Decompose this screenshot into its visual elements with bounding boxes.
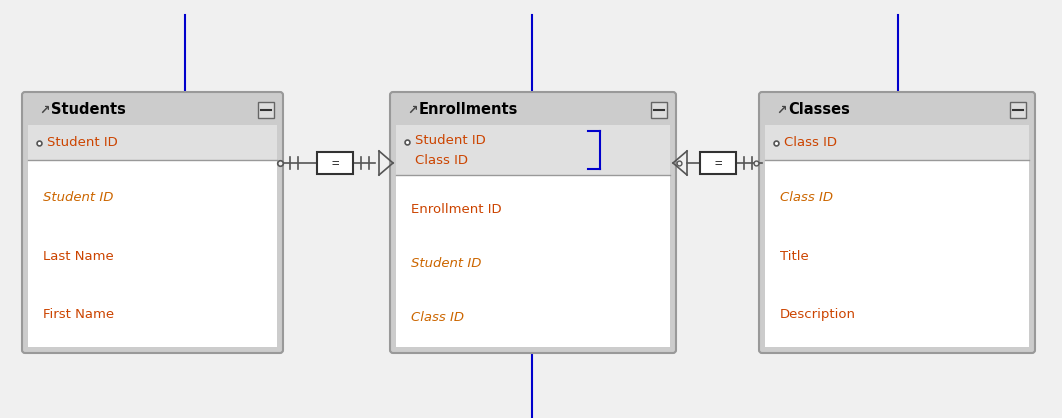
FancyBboxPatch shape xyxy=(22,92,282,353)
Text: Class ID: Class ID xyxy=(411,311,464,324)
Text: Student ID: Student ID xyxy=(411,257,481,270)
Text: Classes: Classes xyxy=(788,102,850,117)
Text: Title: Title xyxy=(780,250,809,263)
Text: Enrollments: Enrollments xyxy=(419,102,518,117)
Text: ↗: ↗ xyxy=(776,104,787,117)
FancyBboxPatch shape xyxy=(390,92,676,353)
Bar xyxy=(765,125,1029,160)
Text: Enrollment ID: Enrollment ID xyxy=(411,203,501,217)
Bar xyxy=(28,125,277,160)
Text: Class ID: Class ID xyxy=(784,136,837,149)
Bar xyxy=(396,125,670,175)
Text: =: = xyxy=(715,158,722,171)
Text: Class ID: Class ID xyxy=(415,155,468,168)
Text: First Name: First Name xyxy=(42,308,114,321)
Bar xyxy=(1010,102,1026,118)
Text: Description: Description xyxy=(780,308,856,321)
Text: Student ID: Student ID xyxy=(47,136,118,149)
Text: ↗: ↗ xyxy=(407,104,417,117)
FancyBboxPatch shape xyxy=(759,92,1035,353)
Bar xyxy=(396,125,670,347)
Text: Last Name: Last Name xyxy=(42,250,114,263)
Text: Students: Students xyxy=(51,102,126,117)
Text: Student ID: Student ID xyxy=(42,191,114,204)
Bar xyxy=(651,102,667,118)
Text: Student ID: Student ID xyxy=(415,133,485,146)
Bar xyxy=(700,152,736,174)
Text: Class ID: Class ID xyxy=(780,191,833,204)
Text: ↗: ↗ xyxy=(39,104,50,117)
Text: =: = xyxy=(331,158,339,171)
Bar xyxy=(28,125,277,347)
Bar xyxy=(765,125,1029,347)
Bar xyxy=(316,152,353,174)
Bar xyxy=(258,102,274,118)
